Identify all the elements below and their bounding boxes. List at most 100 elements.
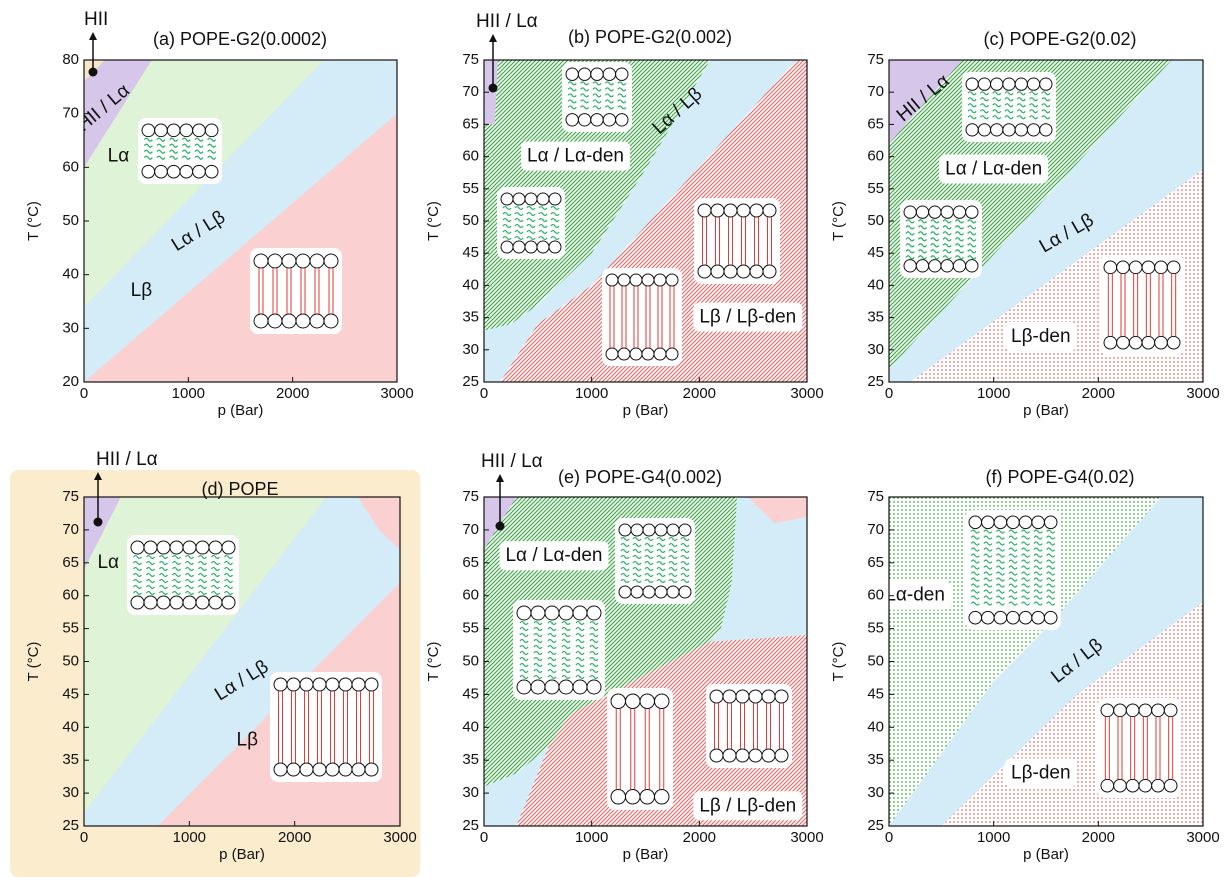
head-group bbox=[723, 749, 736, 762]
head-group bbox=[180, 165, 193, 178]
head-group bbox=[1015, 78, 1027, 90]
y-tick-label: 70 bbox=[867, 83, 884, 100]
head-group bbox=[749, 749, 762, 762]
head-group bbox=[966, 78, 978, 90]
head-group bbox=[167, 124, 180, 137]
y-axis-label: T (°C) bbox=[425, 642, 442, 682]
head-group bbox=[578, 114, 590, 126]
x-axis-label: p (Bar) bbox=[1023, 846, 1069, 863]
head-group bbox=[966, 260, 978, 272]
head-group bbox=[545, 606, 559, 620]
head-group bbox=[296, 254, 310, 268]
marker-label: HII / Lα bbox=[96, 449, 158, 470]
head-group bbox=[737, 204, 750, 217]
head-group bbox=[978, 124, 990, 136]
head-group bbox=[1003, 124, 1015, 136]
head-group bbox=[626, 694, 641, 709]
marker-arrowhead bbox=[489, 34, 497, 42]
head-group bbox=[155, 124, 168, 137]
head-group bbox=[268, 314, 282, 328]
head-group bbox=[616, 114, 628, 126]
y-tick-label: 55 bbox=[867, 620, 884, 637]
head-group bbox=[222, 541, 235, 554]
head-group bbox=[142, 124, 155, 137]
head-group bbox=[1152, 779, 1165, 792]
head-group bbox=[1027, 124, 1039, 136]
phase-label: Lα / Lα-den bbox=[527, 146, 624, 167]
head-group bbox=[775, 690, 788, 703]
head-group bbox=[517, 606, 531, 620]
head-group bbox=[642, 274, 654, 286]
head-group bbox=[531, 680, 545, 694]
y-tick-label: 45 bbox=[867, 244, 884, 261]
head-group bbox=[282, 254, 296, 268]
y-tick-label: 75 bbox=[462, 488, 479, 505]
head-group bbox=[978, 78, 990, 90]
head-group bbox=[606, 348, 618, 360]
head-group bbox=[904, 206, 916, 218]
head-group bbox=[1019, 611, 1032, 624]
x-tick-label: 1000 bbox=[172, 385, 205, 402]
head-group bbox=[969, 611, 982, 624]
head-group bbox=[573, 680, 587, 694]
head-group bbox=[222, 596, 235, 609]
head-group bbox=[1164, 704, 1177, 717]
y-tick-label: 55 bbox=[462, 620, 479, 637]
head-group bbox=[310, 254, 324, 268]
y-tick-label: 40 bbox=[462, 718, 479, 735]
head-group bbox=[513, 193, 525, 205]
head-group bbox=[1129, 261, 1142, 274]
phase-label: Lα / Lα-den bbox=[945, 158, 1042, 179]
panel: LαLα / LβLβHII / Lα bbox=[73, 60, 397, 382]
head-group bbox=[749, 690, 762, 703]
y-tick-label: 50 bbox=[867, 212, 884, 229]
head-group bbox=[326, 763, 339, 776]
head-group bbox=[170, 541, 183, 554]
head-group bbox=[131, 596, 144, 609]
head-group bbox=[587, 606, 601, 620]
x-tick-label: 1000 bbox=[575, 829, 608, 846]
y-axis-label: T (°C) bbox=[425, 201, 442, 241]
x-tick-label: 2000 bbox=[276, 385, 309, 402]
phase-label: Lα bbox=[108, 146, 130, 167]
figure: LαLα / LβLβHII / Lα203040506070800100020… bbox=[0, 0, 1231, 877]
head-group bbox=[501, 193, 513, 205]
x-tick-label: 3000 bbox=[383, 829, 416, 846]
head-group bbox=[313, 678, 326, 691]
y-tick-label: 50 bbox=[867, 652, 884, 669]
head-group bbox=[630, 348, 642, 360]
y-tick-label: 65 bbox=[62, 554, 79, 571]
head-group bbox=[1129, 336, 1142, 349]
head-group bbox=[994, 516, 1007, 529]
panel: HII / LαLα / Lα-denLα / LβLβ-den bbox=[889, 60, 1203, 382]
y-tick-label: 75 bbox=[867, 51, 884, 68]
chart-title: (e) POPE-G4(0.002) bbox=[558, 467, 722, 487]
chart-title: (f) POPE-G4(0.02) bbox=[985, 467, 1134, 487]
head-group bbox=[698, 265, 711, 278]
head-group bbox=[131, 541, 144, 554]
head-group bbox=[667, 586, 679, 598]
head-group bbox=[1044, 516, 1057, 529]
head-group bbox=[1104, 261, 1117, 274]
y-tick-label: 70 bbox=[462, 521, 479, 538]
head-group bbox=[1155, 336, 1168, 349]
head-group bbox=[1003, 78, 1015, 90]
head-group bbox=[982, 516, 995, 529]
x-tick-label: 0 bbox=[80, 385, 88, 402]
head-group bbox=[513, 241, 525, 253]
head-group bbox=[606, 274, 618, 286]
head-group bbox=[1040, 78, 1052, 90]
head-group bbox=[698, 204, 711, 217]
head-group bbox=[904, 260, 916, 272]
y-tick-label: 70 bbox=[867, 521, 884, 538]
chart-title: (c) POPE-G2(0.02) bbox=[983, 29, 1136, 49]
y-tick-label: 80 bbox=[62, 51, 79, 68]
head-group bbox=[626, 790, 641, 805]
head-group bbox=[287, 763, 300, 776]
head-group bbox=[611, 790, 626, 805]
head-group bbox=[274, 763, 287, 776]
phase-label: Lβ bbox=[237, 729, 259, 750]
x-tick-label: 3000 bbox=[380, 385, 413, 402]
head-group bbox=[352, 763, 365, 776]
